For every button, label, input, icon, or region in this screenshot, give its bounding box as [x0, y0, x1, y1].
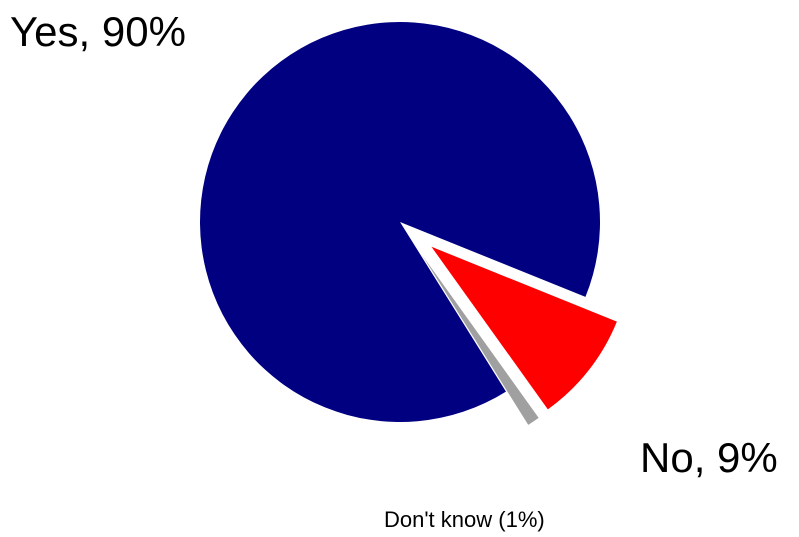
pie-slices [200, 22, 617, 425]
slice-no [431, 246, 617, 410]
slice-label-no: No, 9% [640, 434, 778, 481]
slice-label-yes: Yes, 90% [10, 8, 186, 55]
slice-label-dont-know: Don't know (1%) [384, 507, 545, 532]
slice-dont-know [422, 255, 539, 425]
slice-yes [200, 22, 600, 422]
